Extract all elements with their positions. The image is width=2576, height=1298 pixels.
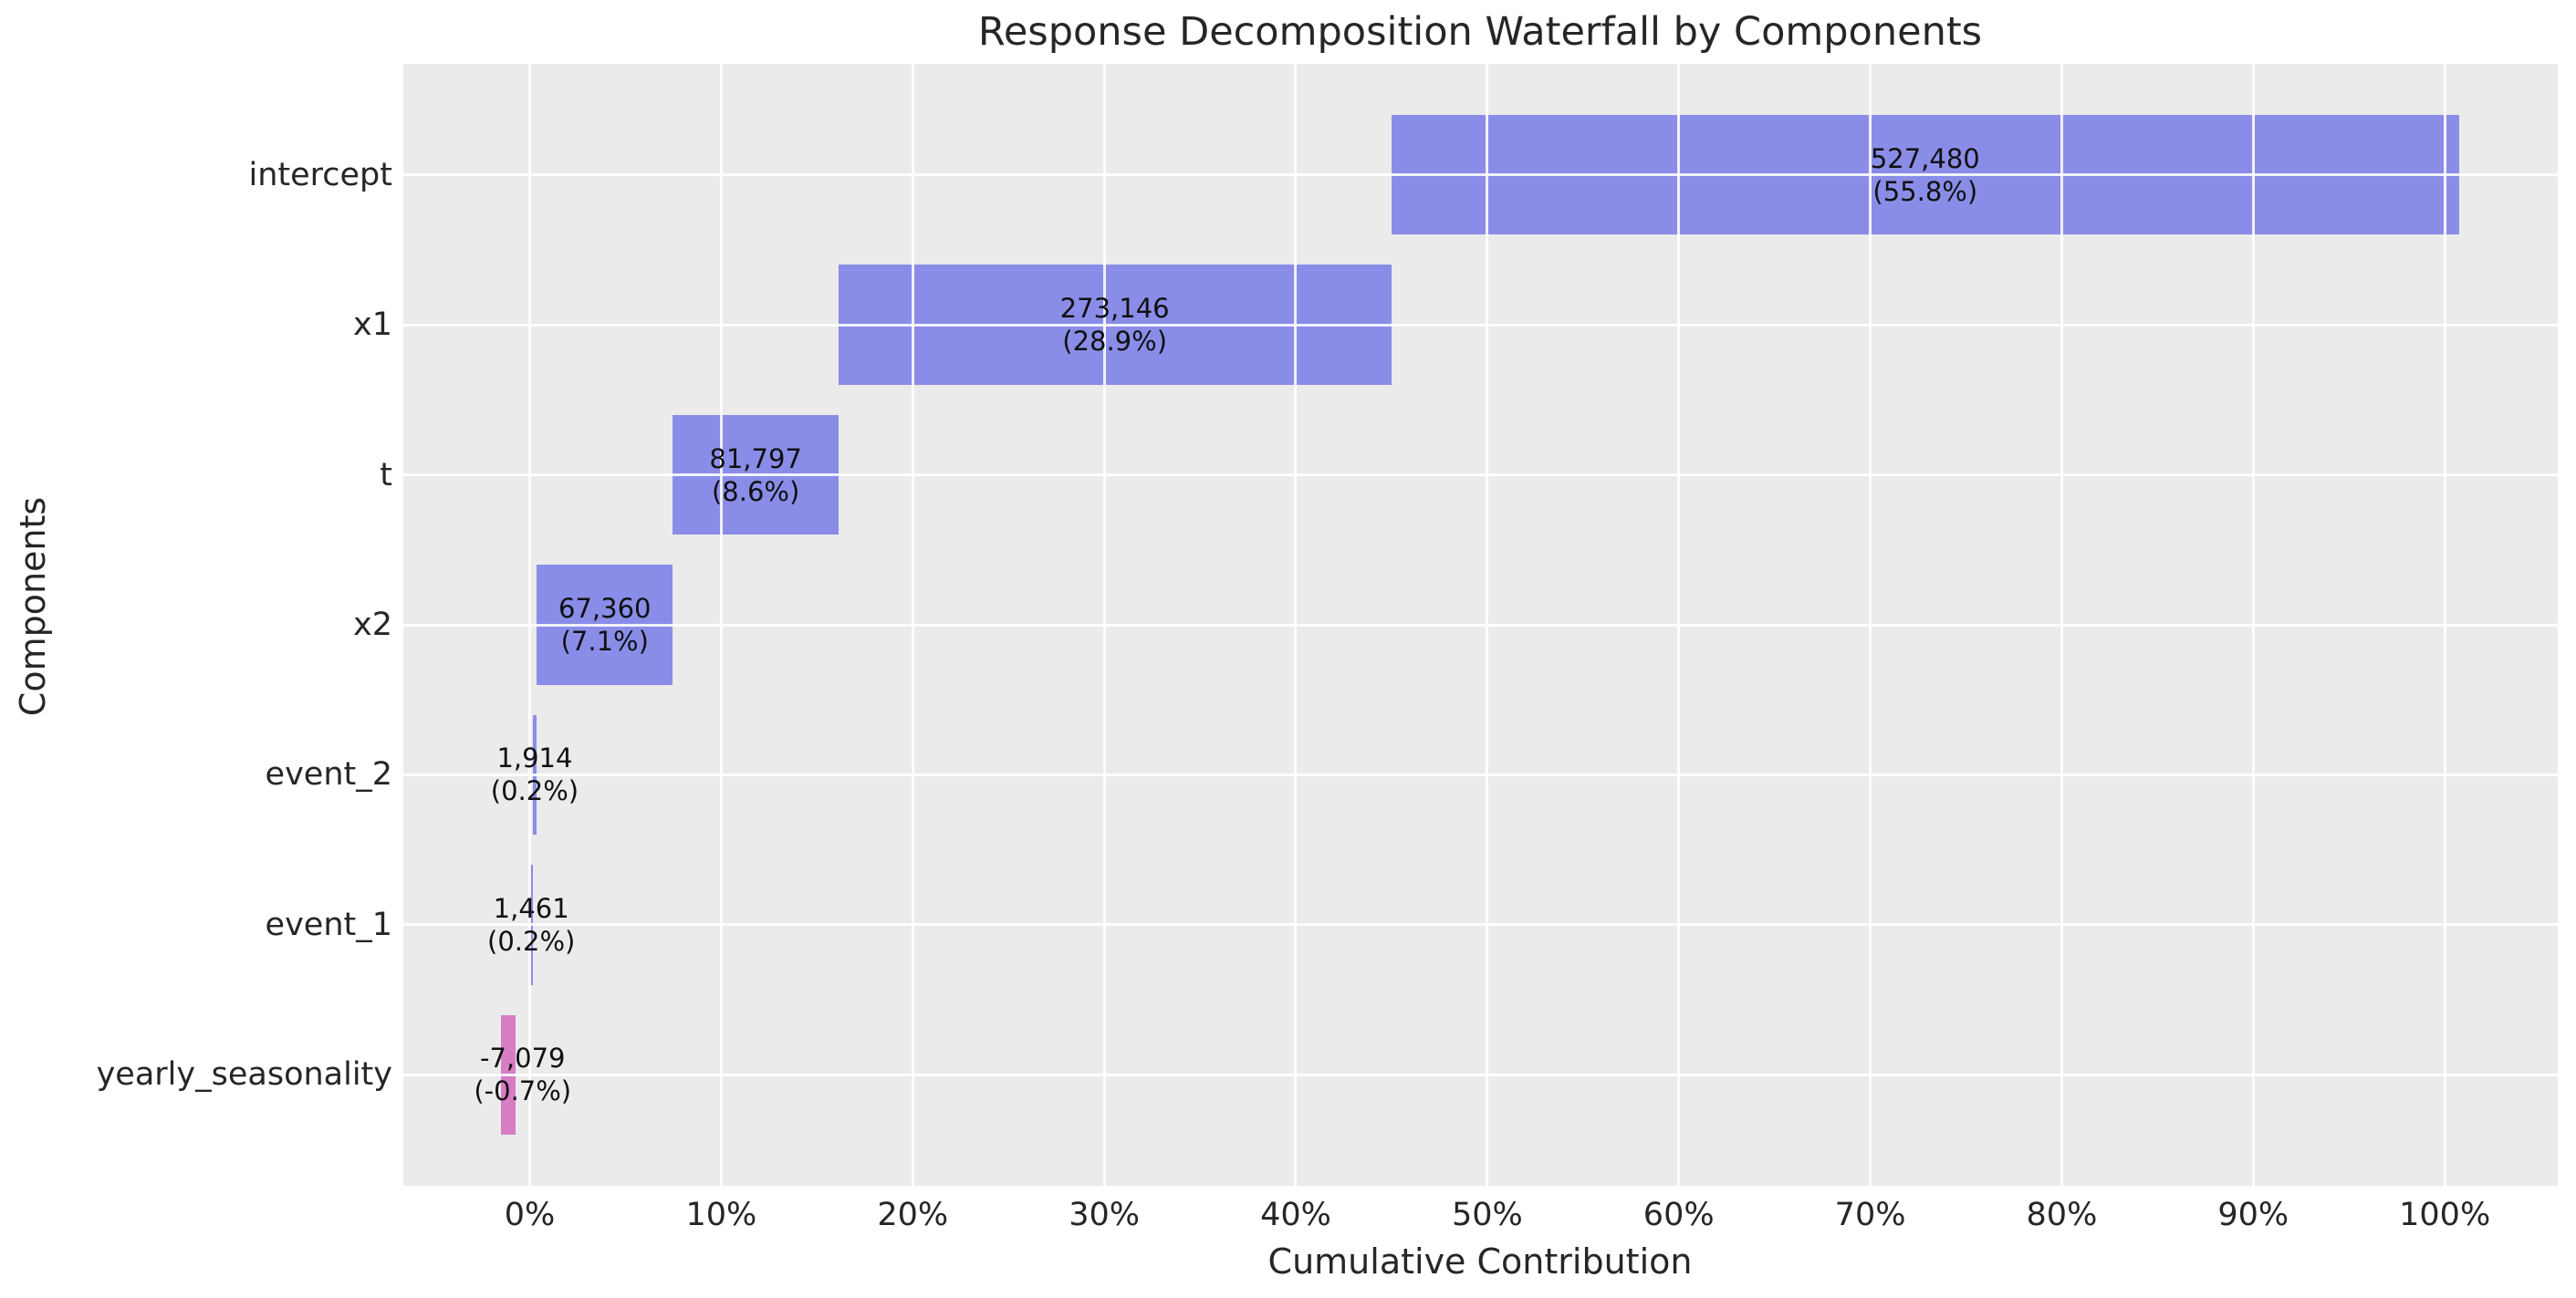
x-tick-label-20%: 20% [877,1197,949,1233]
y-tick-label-intercept: intercept [248,156,393,193]
horizontal-gridline [403,1073,2558,1076]
x-tick-label-60%: 60% [1643,1197,1715,1233]
bar-label-event_1: 1,461 (0.2%) [487,892,575,958]
x-tick-label-80%: 80% [2026,1197,2098,1233]
x-axis-label: Cumulative Contribution [1267,1241,1693,1282]
horizontal-gridline [403,473,2558,477]
horizontal-gridline [403,923,2558,927]
chart-title: Response Decomposition Waterfall by Comp… [977,9,1983,55]
bar-percent: (28.9%) [1062,326,1168,358]
bar-value: 1,914 [496,742,573,774]
bar-value: 527,480 [1870,142,1980,174]
bar-percent: (8.6%) [711,475,800,507]
y-tick-label-event_2: event_2 [265,756,392,794]
bar-percent: (7.1%) [560,626,649,657]
bar-percent: (0.2%) [487,925,576,957]
x-tick-label-30%: 30% [1069,1197,1140,1233]
bar-value: 67,360 [558,593,652,624]
horizontal-gridline [403,323,2558,327]
bar-label-yearly_seasonality: -7,079 (-0.7%) [474,1042,571,1107]
y-axis-label: Components [13,496,53,717]
x-tick-label-50%: 50% [1451,1197,1523,1233]
x-tick-label-40%: 40% [1260,1197,1331,1233]
bar-percent: (55.8%) [1872,175,1978,207]
y-tick-label-x1: x1 [353,306,392,344]
x-tick-label-0%: 0% [504,1197,556,1233]
bar-value: -7,079 [479,1043,566,1075]
bar-label-intercept: 527,480 (55.8%) [1871,142,1980,208]
bar-label-x2: 67,360 (7.1%) [558,592,651,658]
y-tick-label-x2: x2 [353,607,392,643]
bar-label-x1: 273,146 (28.9%) [1060,292,1170,358]
bar-percent: (-0.7%) [474,1075,572,1107]
x-tick-label-70%: 70% [1834,1197,1906,1233]
bar-value: 81,797 [709,442,802,474]
grid-layer [403,64,2558,1186]
bar-labels-layer: 527,480 (55.8%) 273,146 (28.9%) 81,797 (8.6%)… [403,64,2558,1186]
x-tick-label-100%: 100% [2399,1197,2491,1233]
bar-label-event_2: 1,914 (0.2%) [491,742,579,807]
y-tick-label-yearly_seasonality: yearly_seasonality [96,1056,392,1094]
horizontal-gridline [403,773,2558,776]
plot-area: 527,480 (55.8%) 273,146 (28.9%) 81,797 (8.6%)… [403,64,2558,1186]
x-tick-label-10%: 10% [685,1197,757,1233]
bar-label-t: 81,797 (8.6%) [709,442,801,508]
bar-value: 1,461 [493,892,569,924]
y-tick-label-t: t [380,456,392,493]
horizontal-gridline [403,173,2558,177]
x-tick-label-90%: 90% [2217,1197,2289,1233]
bar-value: 273,146 [1059,293,1170,325]
horizontal-gridline [403,623,2558,627]
bar-percent: (0.2%) [490,775,579,807]
y-tick-label-event_1: event_1 [265,906,392,943]
